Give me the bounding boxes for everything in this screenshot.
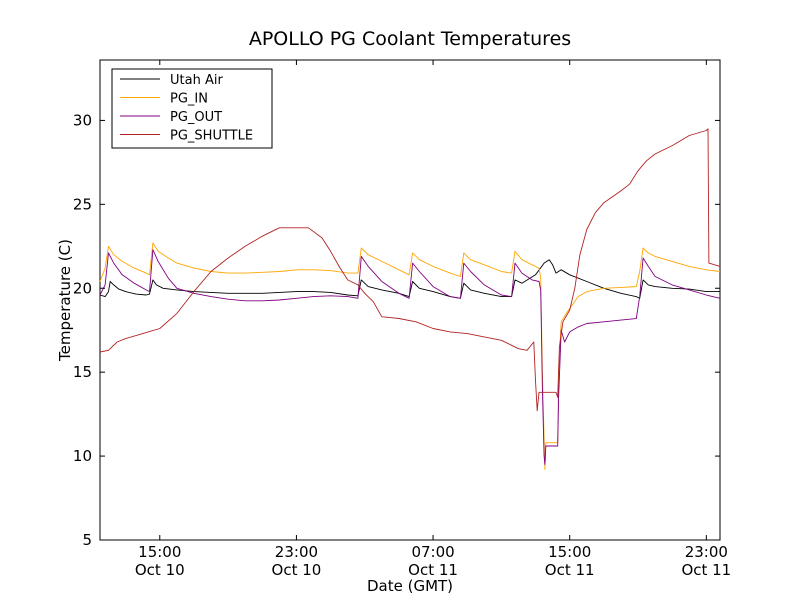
x-tick-label-date: Oct 10 (135, 561, 185, 579)
legend-label: Utah Air (170, 73, 223, 88)
series-line-pg-shuttle (99, 128, 721, 412)
x-tick-label-date: Oct 11 (545, 561, 595, 579)
y-tick-label: 5 (82, 531, 92, 549)
legend: Utah Air PG_IN PG_OUT PG_SHUTTLE (111, 68, 273, 149)
plot-frame (99, 59, 721, 541)
x-tick-label-date: Oct 11 (408, 561, 458, 579)
y-tick-label: 20 (73, 279, 92, 297)
series-line-pg-out (99, 249, 721, 465)
x-tick-label-time: 15:00 (138, 543, 181, 561)
legend-label: PG_OUT (170, 110, 222, 125)
x-tick-label-time: 23:00 (685, 543, 728, 561)
x-tick-label-time: 07:00 (411, 543, 454, 561)
y-tick-label: 10 (73, 447, 92, 465)
y-axis-label: Temperature (C) (56, 239, 74, 362)
x-tick-label-date: Oct 11 (681, 561, 731, 579)
y-tick-label: 30 (73, 111, 92, 129)
x-tick-label-date: Oct 10 (272, 561, 322, 579)
x-axis-label: Date (GMT) (367, 577, 453, 595)
chart-title: APOLLO PG Coolant Temperatures (249, 28, 571, 50)
x-tick-label-time: 23:00 (275, 543, 318, 561)
series-line-pg-in (99, 242, 721, 470)
legend-label: PG_SHUTTLE (170, 129, 253, 144)
x-tick-label-time: 15:00 (548, 543, 591, 561)
y-tick-label: 25 (73, 195, 92, 213)
series-layer (99, 128, 721, 470)
legend-label: PG_IN (170, 92, 208, 107)
y-tick-label: 15 (73, 363, 92, 381)
